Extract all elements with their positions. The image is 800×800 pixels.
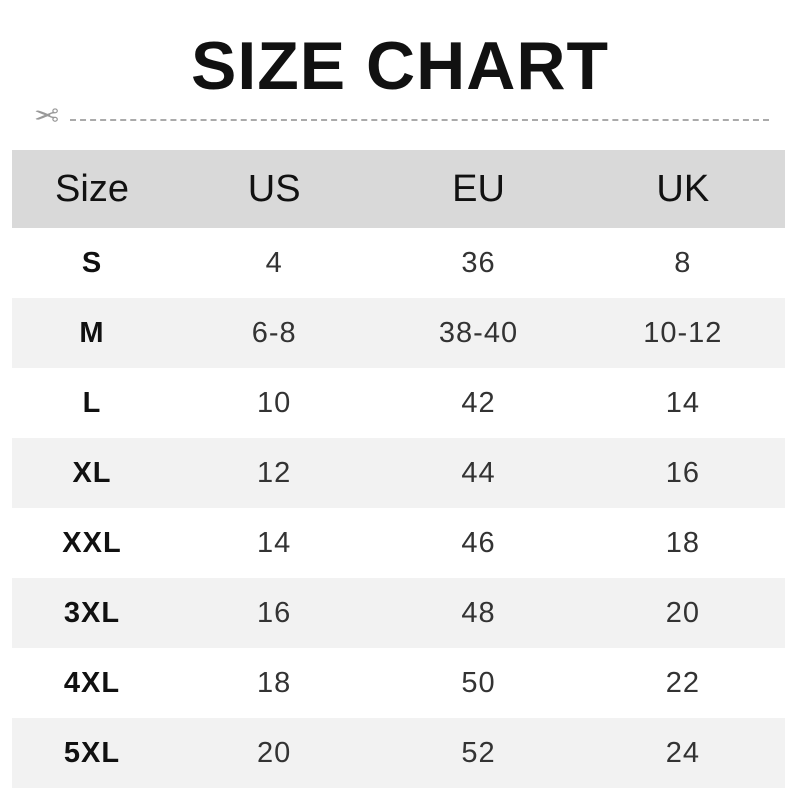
cell-uk: 16: [665, 456, 700, 489]
cell-uk: 14: [665, 386, 700, 419]
cell-eu: 44: [461, 456, 496, 489]
dashed-divider: [70, 119, 769, 121]
cut-line: ✂: [34, 100, 769, 133]
cell-uk: 18: [665, 526, 700, 559]
cell-size: 3XL: [63, 596, 121, 629]
cell-eu: 42: [461, 386, 496, 419]
table-row: M 6-8 38-40 10-12: [12, 298, 785, 368]
cell-uk: 24: [665, 736, 700, 769]
cell-size: 4XL: [63, 666, 121, 699]
cell-us: 12: [257, 456, 292, 489]
cell-size: S: [81, 246, 103, 279]
cell-us: 10: [257, 386, 292, 419]
cell-eu: 36: [461, 246, 496, 279]
cell-eu: 46: [461, 526, 496, 559]
table-row: S 4 36 8: [12, 228, 785, 298]
cell-us: 16: [257, 596, 292, 629]
cell-uk: 20: [665, 596, 700, 629]
cell-eu: 48: [461, 596, 496, 629]
cell-us: 14: [257, 526, 292, 559]
cell-size: 5XL: [63, 736, 121, 769]
table-row: 5XL 20 52 24: [12, 718, 785, 788]
page-title: SIZE CHART: [191, 28, 609, 104]
cell-size: L: [82, 386, 102, 419]
cell-eu: 52: [461, 736, 496, 769]
cell-us: 20: [257, 736, 292, 769]
header-uk: UK: [656, 167, 710, 210]
cell-eu: 38-40: [438, 316, 519, 349]
cell-us: 6-8: [251, 316, 297, 349]
cell-eu: 50: [461, 666, 496, 699]
header-eu: EU: [452, 167, 505, 210]
cell-uk: 10-12: [643, 316, 723, 349]
cell-size: XXL: [62, 526, 122, 559]
cell-uk: 22: [665, 666, 700, 699]
header-us: US: [247, 167, 301, 210]
table-row: 3XL 16 48 20: [12, 578, 785, 648]
table-row: XL 12 44 16: [12, 438, 785, 508]
table-row: XXL 14 46 18: [12, 508, 785, 578]
scissors-icon: ✂: [34, 100, 60, 133]
header-size: Size: [55, 167, 129, 210]
table-row: L 10 42 14: [12, 368, 785, 438]
header-row: Size US EU UK: [12, 150, 785, 228]
cell-size: M: [79, 316, 105, 349]
cell-us: 4: [265, 246, 283, 279]
cell-uk: 8: [674, 246, 692, 279]
table-row: 4XL 18 50 22: [12, 648, 785, 718]
cell-us: 18: [257, 666, 292, 699]
size-table: Size US EU UK S 4 36 8 M 6-8 38-40 10-12 L 10 42 14…: [12, 150, 785, 788]
cell-size: XL: [72, 456, 112, 489]
